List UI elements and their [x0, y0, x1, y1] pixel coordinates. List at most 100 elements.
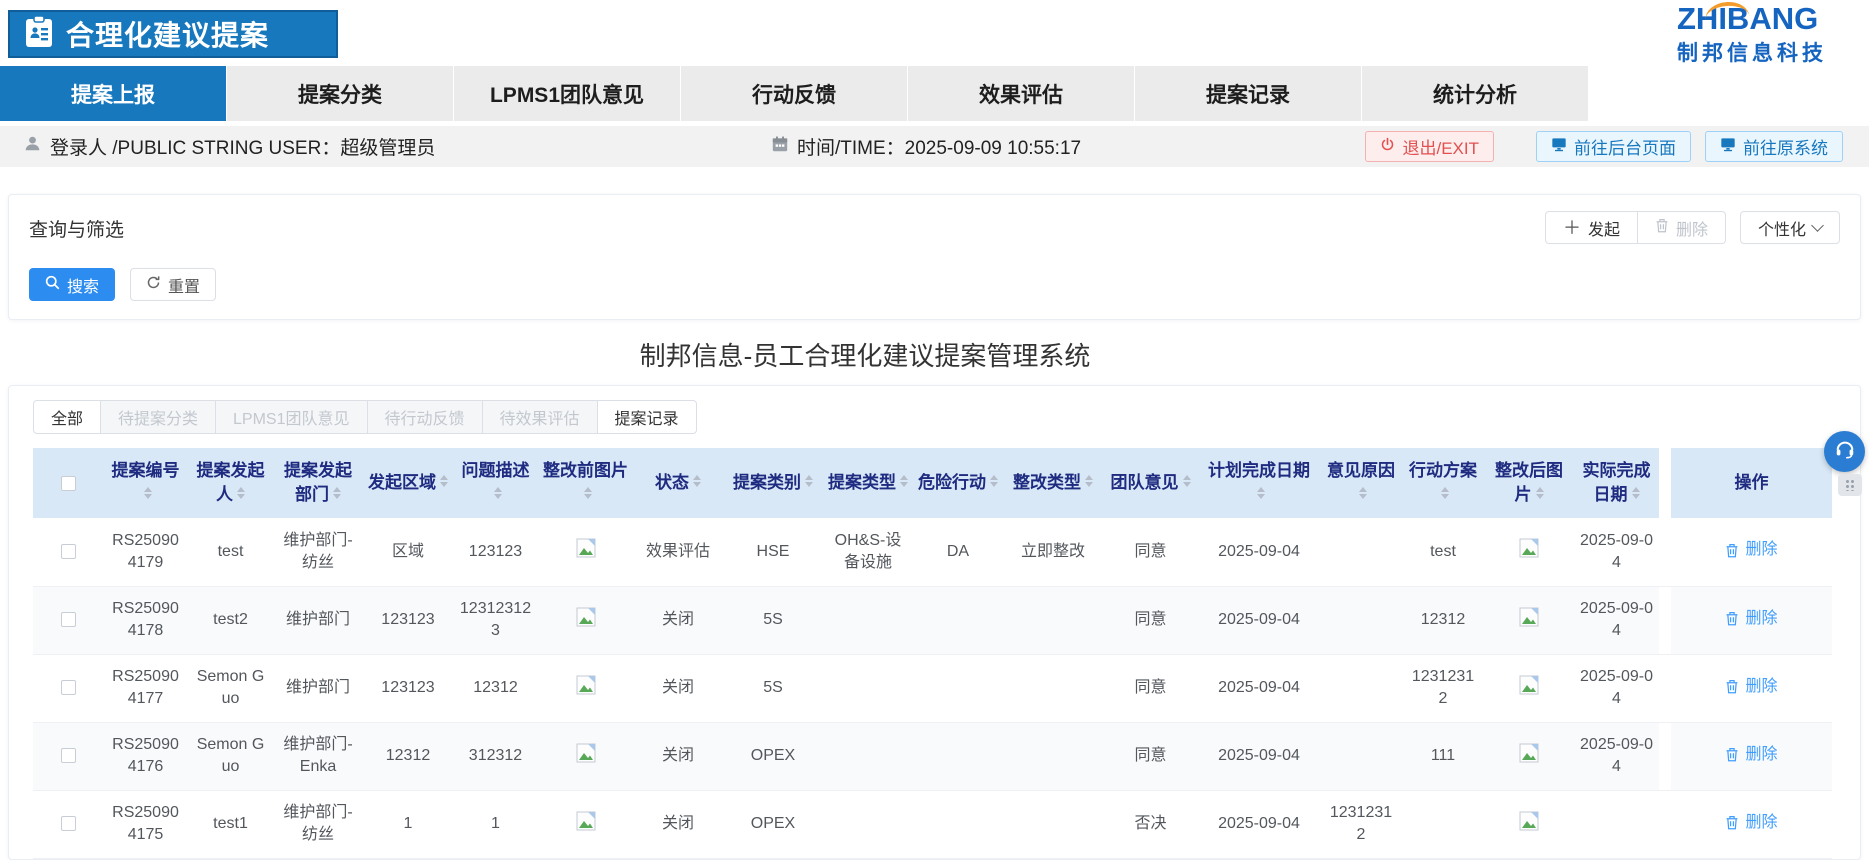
- sort-carets[interactable]: [1257, 483, 1265, 503]
- filter-tab-2: 待提案分类: [100, 400, 217, 434]
- cell-select: [33, 586, 103, 654]
- cell-danger: [913, 722, 1003, 790]
- image-thumbnail[interactable]: [1519, 607, 1539, 634]
- cell-status: 关闭: [661, 679, 694, 697]
- image-thumbnail[interactable]: [576, 675, 596, 702]
- launch-button[interactable]: ＋ 发起: [1544, 211, 1638, 244]
- row-delete-button[interactable]: 删除: [1725, 744, 1778, 766]
- cell-area: 123123: [363, 586, 453, 654]
- filter-tabs: 全部 待提案分类 LPMS1团队意见 待行动反馈 待效果评估 提案记录: [33, 400, 1836, 434]
- sort-carets[interactable]: [1441, 483, 1449, 503]
- query-actions: ＋ 发起 删除 个性化: [1544, 211, 1840, 244]
- column-label: 提案发起人: [196, 461, 265, 504]
- login-text: 登录人 /PUBLIC STRING USER：超级管理员: [50, 138, 436, 159]
- nav-tab-7[interactable]: 统计分析: [1362, 66, 1589, 121]
- sort-carets[interactable]: [1535, 483, 1544, 503]
- sort-carets[interactable]: [693, 471, 701, 491]
- row-checkbox[interactable]: [60, 612, 76, 628]
- cell-area: 12312: [363, 722, 453, 790]
- column-header-opinion_reason: 意见原因: [1320, 448, 1402, 518]
- filter-tab-3: LPMS1团队意见: [215, 400, 368, 434]
- cell-action: 删除: [1671, 790, 1832, 858]
- row-checkbox[interactable]: [60, 544, 76, 560]
- cell-img_before: [538, 586, 633, 654]
- sort-carets[interactable]: [440, 471, 448, 491]
- nav-tab-3[interactable]: LPMS1团队意见: [454, 66, 681, 121]
- image-thumbnail[interactable]: [576, 607, 596, 634]
- row-delete-button[interactable]: 删除: [1725, 539, 1778, 561]
- user-icon: [24, 135, 41, 158]
- column-header-rectify_type: 整改类型: [1003, 448, 1103, 518]
- image-thumbnail[interactable]: [1519, 538, 1539, 565]
- nav-tab-2[interactable]: 提案分类: [227, 66, 454, 121]
- sort-carets[interactable]: [583, 483, 592, 503]
- sort-carets[interactable]: [1359, 483, 1367, 503]
- cell-opinion_reason: [1320, 722, 1402, 790]
- nav-tab-4[interactable]: 行动反馈: [681, 66, 908, 121]
- sort-carets[interactable]: [900, 471, 908, 491]
- row-delete-label: 删除: [1745, 745, 1778, 763]
- sort-carets[interactable]: [990, 471, 998, 491]
- filter-tab-5: 待效果评估: [481, 400, 598, 434]
- search-button[interactable]: 搜索: [29, 268, 116, 301]
- cell-proposer: test2: [188, 586, 273, 654]
- filter-tab-1[interactable]: 全部: [33, 400, 102, 434]
- sort-carets[interactable]: [143, 483, 152, 503]
- exit-button[interactable]: 退出/EXIT: [1365, 131, 1494, 162]
- personalize-button[interactable]: 个性化: [1739, 211, 1840, 244]
- cell-status: 关闭: [633, 722, 723, 790]
- filter-tab-6[interactable]: 提案记录: [596, 400, 697, 434]
- cell-img_before: [538, 790, 633, 858]
- reset-button[interactable]: 重置: [130, 268, 217, 301]
- sort-carets[interactable]: [1182, 471, 1191, 491]
- goto-backend-button[interactable]: 前往后台页面: [1536, 131, 1691, 162]
- column-header-id: 提案编号: [103, 448, 188, 518]
- cell-team_opinion: 同意: [1103, 722, 1198, 790]
- row-delete-button[interactable]: 删除: [1725, 608, 1778, 630]
- sort-carets[interactable]: [805, 471, 813, 491]
- row-checkbox[interactable]: [60, 748, 76, 764]
- image-thumbnail[interactable]: [576, 538, 596, 565]
- nav-tab-1[interactable]: 提案上报: [0, 66, 227, 121]
- goto-origin-button[interactable]: 前往原系统: [1705, 131, 1843, 162]
- cell-desc: 1: [491, 815, 500, 833]
- column-header-category: 提案类别: [723, 448, 823, 518]
- sort-carets[interactable]: [493, 483, 502, 503]
- sort-carets[interactable]: [1085, 471, 1093, 491]
- nav-tab-5[interactable]: 效果评估: [908, 66, 1135, 121]
- column-label: 问题描述: [461, 461, 530, 481]
- cell-action_plan: test: [1430, 542, 1456, 560]
- sort-carets[interactable]: [237, 483, 245, 503]
- delete-button-toolbar[interactable]: 删除: [1637, 211, 1726, 244]
- row-delete-button[interactable]: 删除: [1725, 676, 1778, 698]
- cell-img_before: [538, 722, 633, 790]
- sort-carets[interactable]: [333, 483, 341, 503]
- cell-action_plan: [1402, 790, 1484, 858]
- cell-img_after: [1484, 518, 1574, 586]
- top-bar: 合理化建议提案 ZHIBANG 制邦信息科技: [0, 0, 1869, 66]
- row-checkbox[interactable]: [60, 816, 76, 832]
- table-header-row: 提案编号 提案发起人 提案发起部门 发起区域 问题描述 整改前图片 状态 提案类别 提案类型 危险…: [33, 448, 1832, 518]
- image-thumbnail[interactable]: [576, 743, 596, 770]
- row-checkbox[interactable]: [60, 680, 76, 696]
- cell-plan_date: 2025-09-04: [1218, 679, 1300, 697]
- cell-id: RS250904179: [112, 532, 179, 571]
- sort-carets[interactable]: [1631, 483, 1640, 503]
- cell-desc: 123123123: [453, 586, 538, 654]
- cell-team_opinion: 同意: [1134, 542, 1167, 560]
- column-header-team_opinion: 团队意见: [1103, 448, 1198, 518]
- cell-dept: 维护部门-Enka: [273, 722, 363, 790]
- nav-tab-6[interactable]: 提案记录: [1135, 66, 1362, 121]
- select-all-checkbox[interactable]: [60, 476, 76, 492]
- assistant-float-button[interactable]: [1824, 431, 1865, 472]
- drag-handle[interactable]: [1838, 474, 1862, 496]
- cell-status: 效果评估: [645, 542, 710, 560]
- image-thumbnail[interactable]: [1519, 743, 1539, 770]
- cell-actual_date: 2025-09-04: [1580, 532, 1653, 571]
- image-thumbnail[interactable]: [1519, 675, 1539, 702]
- column-header-actual_date: 实际完成日期: [1574, 448, 1659, 518]
- cell-id: RS250904176: [103, 722, 188, 790]
- column-label: 整改前图片: [543, 461, 628, 481]
- clipboard-icon: [24, 14, 54, 54]
- column-label: 发起区域: [368, 473, 436, 493]
